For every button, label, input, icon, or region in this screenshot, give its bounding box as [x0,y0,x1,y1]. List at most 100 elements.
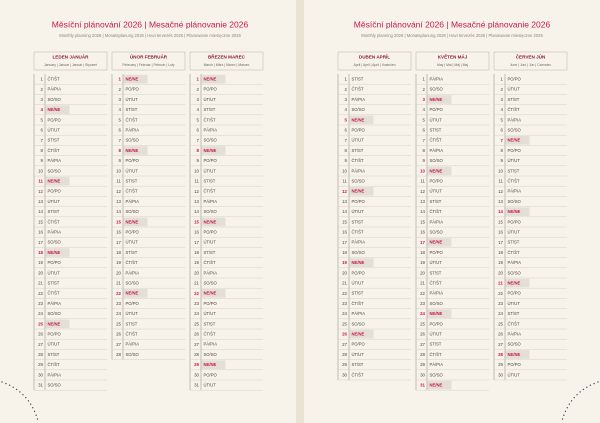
day-name: ČT/ŠT [204,117,217,122]
month-name: DUBEN APRÍL [359,53,390,60]
day-name: ÚT/UT [48,199,61,204]
day-number: 29 [420,362,425,367]
day-number: 4 [119,107,122,112]
day-number: 14 [116,209,121,214]
day-number: 11 [194,179,199,184]
day-name: ÚT/UT [126,240,139,245]
day-number: 15 [38,219,43,224]
day-number: 28 [498,352,503,357]
day-number: 3 [501,97,504,102]
day-name: ST/ST [48,281,60,286]
day-name: SO/SO [126,138,140,143]
day-name: PÁ/PIA [48,372,62,377]
day-number: 24 [116,311,121,316]
day-name: ST/ST [508,311,520,316]
day-name: ČT/ŠT [48,291,61,296]
day-number: 28 [420,352,425,357]
day-number: 23 [342,301,347,306]
day-number: 20 [498,270,503,275]
day-number: 20 [194,270,199,275]
day-name: SO/SO [430,301,444,306]
day-number: 19 [38,260,43,265]
day-number: 5 [501,117,504,122]
day-name: PÁ/PIA [430,148,444,153]
day-number: 18 [116,250,121,255]
sunday-shade [45,319,70,329]
day-number: 9 [197,158,200,163]
day-name: PO/PO [204,230,218,235]
page-subtitle: Monthly planning 2026 | Monatsplanung 20… [361,33,543,38]
day-name: PÁ/PIA [352,168,366,173]
day-number: 28 [194,352,199,357]
day-number: 26 [498,332,503,337]
day-number: 19 [420,260,425,265]
day-name: NE/NE [508,281,521,286]
day-name: ČT/ŠT [204,260,217,265]
day-name: ST/ST [430,342,442,347]
day-name: NE/NE [126,77,139,82]
day-number: 28 [116,352,121,357]
day-name: ÚT/UT [48,270,61,275]
corner-dots [561,381,599,422]
day-number: 4 [197,107,200,112]
day-number: 7 [423,138,426,143]
day-number: 26 [342,332,347,337]
day-name: ČT/ŠT [508,250,521,255]
day-name: NE/NE [204,148,217,153]
day-number: 26 [420,332,425,337]
day-number: 13 [116,199,121,204]
day-name: SO/SO [204,352,218,357]
day-name: ST/ST [508,240,520,245]
day-number: 12 [342,189,347,194]
day-number: 21 [420,281,425,286]
sunday-shade [427,380,452,390]
day-name: NE/NE [204,77,217,82]
day-number: 8 [501,148,504,153]
sunday-shade [123,74,148,84]
sunday-shade [505,350,530,359]
month-name: LEDEN JANUÁR [53,54,90,60]
day-name: ST/ST [204,107,216,112]
day-number: 27 [342,342,347,347]
day-name: PO/PO [126,301,140,306]
day-name: ČT/ŠT [508,321,521,326]
day-number: 7 [345,138,348,143]
day-number: 5 [423,117,426,122]
day-number: 15 [498,219,503,224]
day-name: SO/SO [430,372,444,377]
day-number: 5 [119,117,122,122]
day-name: ČT/ŠT [508,179,521,184]
day-number: 19 [116,260,121,265]
day-number: 20 [38,270,43,275]
day-number: 9 [501,158,504,163]
day-number: 21 [38,281,43,286]
day-number: 22 [420,291,425,296]
day-name: ÚT/UT [352,138,365,143]
day-name: PÁ/PIA [508,117,522,122]
day-name: SO/SO [204,281,218,286]
day-name: ÚT/UT [430,117,443,122]
day-number: 24 [420,311,425,316]
day-name: PO/PO [430,321,444,326]
day-number: 27 [116,342,121,347]
day-name: SO/SO [48,168,62,173]
day-number: 30 [498,372,503,377]
day-number: 13 [38,199,43,204]
day-number: 17 [38,240,43,245]
day-name: PO/PO [204,301,218,306]
month-name: KVĚTEN MÁJ [438,53,468,60]
day-name: PÁ/PIA [508,260,522,265]
day-name: NE/NE [430,311,443,316]
day-name: SO/SO [352,250,366,255]
day-name: NE/NE [508,209,521,214]
day-number: 11 [116,179,121,184]
day-name: ČT/ŠT [430,352,443,357]
page-title: Měsíční plánování 2026 | Mesačné plánova… [52,19,249,29]
gutter [296,0,304,423]
day-name: ST/ST [204,321,216,326]
day-number: 15 [420,219,425,224]
day-number: 27 [38,342,43,347]
day-number: 22 [194,291,199,296]
sunday-shade [427,95,452,104]
day-name: PÁ/PIA [126,128,140,133]
